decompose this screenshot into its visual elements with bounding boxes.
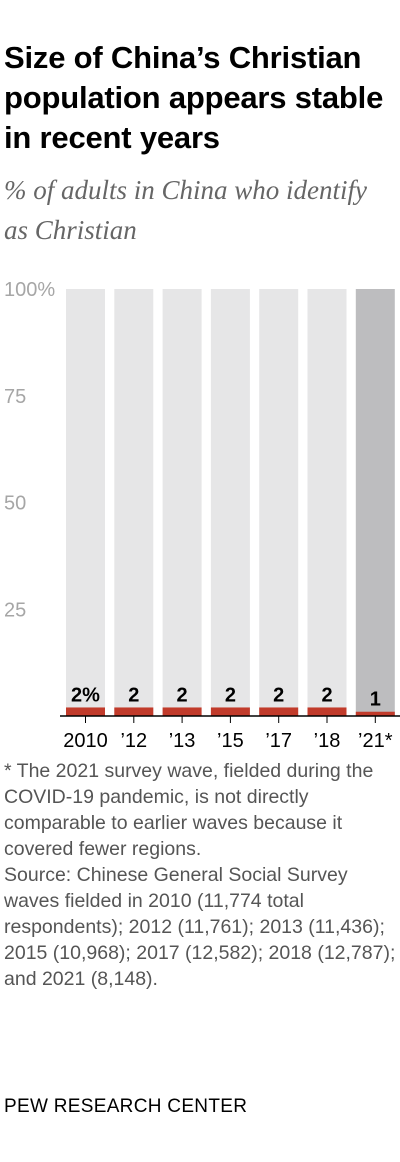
bar-track — [355, 289, 395, 716]
source-note: Source: Chinese General Social Survey wa… — [4, 862, 396, 992]
bar-value-label: 1 — [370, 689, 381, 711]
bar-track — [162, 289, 202, 716]
y-tick-label: 75 — [4, 386, 26, 408]
bar — [259, 707, 299, 716]
x-tick-label: 2010 — [63, 730, 108, 750]
chart-notes: * The 2021 survey wave, fielded during t… — [4, 758, 396, 992]
bar — [66, 707, 105, 716]
source-text: Chinese General Social Survey waves fiel… — [4, 864, 396, 990]
chart-title: Size of China’s Christian population app… — [4, 40, 384, 155]
y-tick-label: 100% — [4, 279, 55, 301]
source-label: Source: — [4, 864, 72, 886]
bar-track — [210, 289, 250, 716]
publisher-brand: PEW RESEARCH CENTER — [4, 1096, 248, 1117]
bar-value-label: 2 — [321, 684, 332, 706]
bar — [210, 707, 250, 716]
y-tick-label: 25 — [4, 599, 26, 621]
bar-value-label: 2 — [273, 684, 284, 706]
x-tick-label: ’12 — [120, 730, 147, 750]
bar-track — [114, 289, 154, 716]
bar-track — [307, 289, 347, 716]
bar-track — [259, 289, 299, 716]
bar-value-label: 2 — [128, 684, 139, 706]
bar — [355, 711, 395, 716]
chart-subtitle: % of adults in China who identify as Chr… — [4, 175, 367, 245]
bar-value-label: 2% — [71, 684, 100, 706]
bar — [307, 707, 347, 716]
bar-chart: 2% 2010 2 ’12 2 ’13 2 ’15 2 ’17 2 ’18 1 ’21* 25 50 75 100… — [4, 279, 400, 750]
x-tick-label: ’15 — [217, 730, 244, 750]
x-tick-label: ’21* — [358, 730, 393, 750]
bar — [162, 707, 202, 716]
x-tick-label: ’13 — [169, 730, 196, 750]
x-tick-label: ’17 — [265, 730, 292, 750]
bar-value-label: 2 — [225, 684, 236, 706]
bar-value-label: 2 — [177, 684, 188, 706]
bar-track — [66, 289, 105, 716]
bar — [114, 707, 154, 716]
y-tick-label: 50 — [4, 493, 26, 515]
footnote: * The 2021 survey wave, fielded during t… — [4, 760, 374, 860]
x-tick-label: ’18 — [314, 730, 341, 750]
